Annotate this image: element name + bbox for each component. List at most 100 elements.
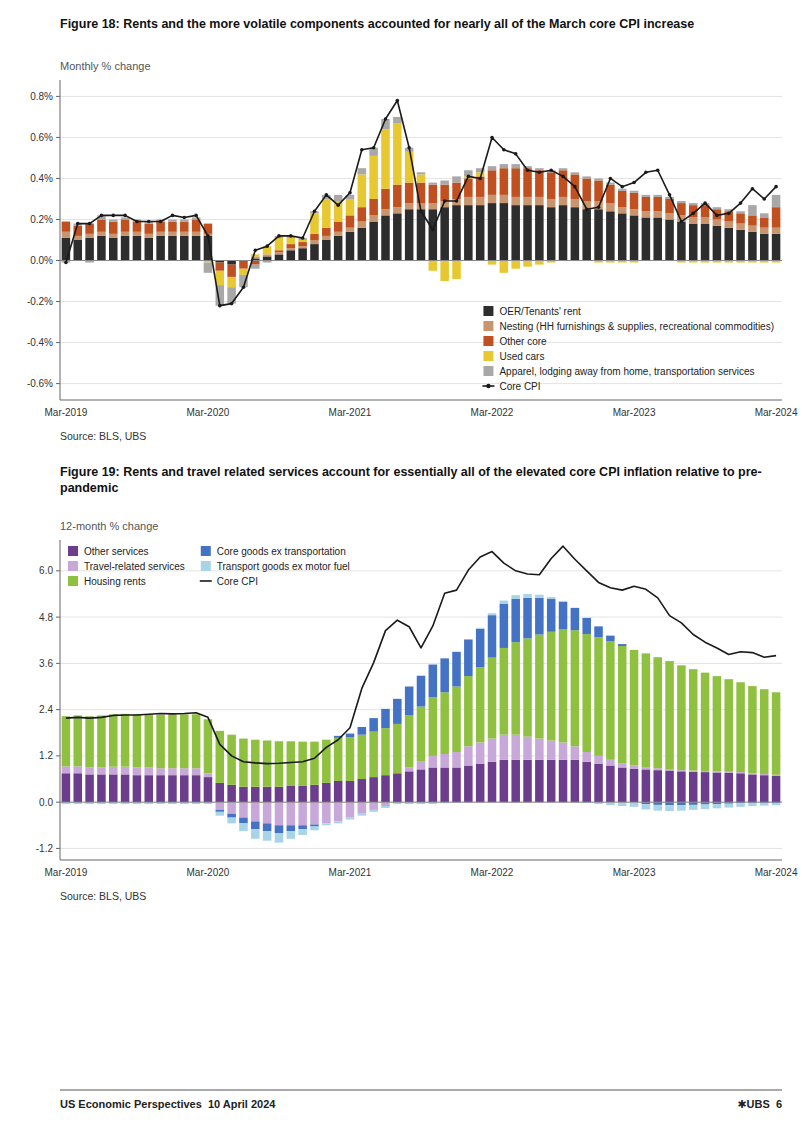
bar-segment xyxy=(381,129,390,188)
bar-segment xyxy=(334,222,343,232)
line-marker xyxy=(668,193,672,197)
bar-segment xyxy=(227,814,236,818)
line-marker xyxy=(573,185,577,189)
bar-segment xyxy=(523,737,532,760)
bar-segment xyxy=(535,168,544,170)
line-marker xyxy=(218,304,222,308)
line-marker xyxy=(751,187,755,191)
bar-segment xyxy=(571,172,580,174)
bar-segment xyxy=(571,607,580,608)
y-tick-label: 0.0% xyxy=(30,255,53,266)
y-tick xyxy=(56,709,60,710)
bar-segment xyxy=(405,771,414,802)
legend-item: Core goods ex transportation xyxy=(201,546,346,557)
x-tick-label: Mar-2024 xyxy=(755,867,798,878)
bar-segment xyxy=(689,772,698,802)
bar-segment xyxy=(500,195,509,203)
bar-segment xyxy=(381,806,390,808)
bar-segment xyxy=(369,156,378,199)
bar-segment xyxy=(263,823,272,831)
bar-segment xyxy=(748,803,757,806)
legend-swatch xyxy=(483,351,493,361)
y-tick xyxy=(56,383,60,384)
bar-segment xyxy=(736,682,745,772)
bar-segment xyxy=(606,760,615,766)
bar-segment xyxy=(417,762,426,770)
bar-segment xyxy=(369,732,378,777)
bar-segment xyxy=(535,598,544,635)
line-marker xyxy=(100,214,104,218)
bar-segment xyxy=(287,802,296,825)
bar-segment xyxy=(287,741,296,786)
bar-segment xyxy=(772,776,781,802)
bar-segment xyxy=(523,205,532,260)
line-marker xyxy=(182,216,186,220)
bar-segment xyxy=(227,277,236,287)
bar-segment xyxy=(121,713,130,714)
plot-marks xyxy=(60,546,782,842)
bar-segment xyxy=(488,658,497,739)
line-marker xyxy=(206,234,210,238)
bar-segment xyxy=(180,236,189,261)
bar-segment xyxy=(630,769,639,803)
grid-line xyxy=(60,137,782,138)
y-tick-label: 0.8% xyxy=(30,91,53,102)
bar-segment xyxy=(464,639,473,640)
bar-segment xyxy=(653,197,662,211)
bar-segment xyxy=(405,209,414,260)
bar-segment xyxy=(665,805,674,811)
line-marker xyxy=(597,205,601,209)
bar-segment xyxy=(748,232,757,261)
bar-segment xyxy=(535,205,544,260)
bar-segment xyxy=(653,217,662,260)
bar-segment xyxy=(417,707,426,762)
bar-segment xyxy=(736,230,745,261)
bar-segment xyxy=(582,176,591,178)
bar-segment xyxy=(358,174,367,207)
legend-column: Other servicesTravel-related servicesHou… xyxy=(68,546,185,587)
legend-label: Core goods ex transportation xyxy=(217,546,346,557)
bar-segment xyxy=(133,775,142,802)
legend-swatch xyxy=(201,546,211,556)
line-marker xyxy=(230,302,234,306)
bar-segment xyxy=(97,715,106,716)
bar-segment xyxy=(464,205,473,260)
page-svg: Figure 18: Rents and the more volatile c… xyxy=(0,0,802,1134)
x-axis-line xyxy=(60,400,782,401)
bar-segment xyxy=(500,168,509,195)
line-marker xyxy=(123,214,127,218)
bar-segment xyxy=(476,627,485,629)
bar-segment xyxy=(772,692,781,775)
line-marker xyxy=(762,197,766,201)
y-tick-label: 3.6 xyxy=(39,658,53,669)
bar-segment xyxy=(417,769,426,802)
bar-segment xyxy=(369,215,378,221)
x-axis-line xyxy=(60,860,782,861)
bar-segment xyxy=(760,217,769,227)
line-marker xyxy=(348,191,352,195)
bar-segment xyxy=(452,176,461,182)
bar-segment xyxy=(346,215,355,227)
bar-segment xyxy=(180,768,189,775)
bar-segment xyxy=(665,219,674,260)
y-tick-label: 1.2 xyxy=(39,750,53,761)
bar-segment xyxy=(381,189,390,210)
bar-segment xyxy=(109,222,118,234)
bar-segment xyxy=(594,756,603,764)
legend-label: Nesting (HH furnishings & supplies, recr… xyxy=(499,321,774,332)
bar-segment xyxy=(334,781,343,802)
bar-segment xyxy=(133,232,142,236)
y-tick xyxy=(56,137,60,138)
bar-segment xyxy=(642,653,651,767)
bar-segment xyxy=(346,802,355,817)
bar-segment xyxy=(287,238,296,244)
bar-segment xyxy=(500,648,509,735)
bar-segment xyxy=(630,650,639,766)
bar-segment xyxy=(653,805,662,811)
bar-segment xyxy=(618,191,627,207)
bar-segment xyxy=(606,211,615,260)
x-tick-label: Mar-2023 xyxy=(613,867,656,878)
bar-segment xyxy=(748,774,757,802)
bar-segment xyxy=(523,598,532,638)
bar-segment xyxy=(227,818,236,824)
